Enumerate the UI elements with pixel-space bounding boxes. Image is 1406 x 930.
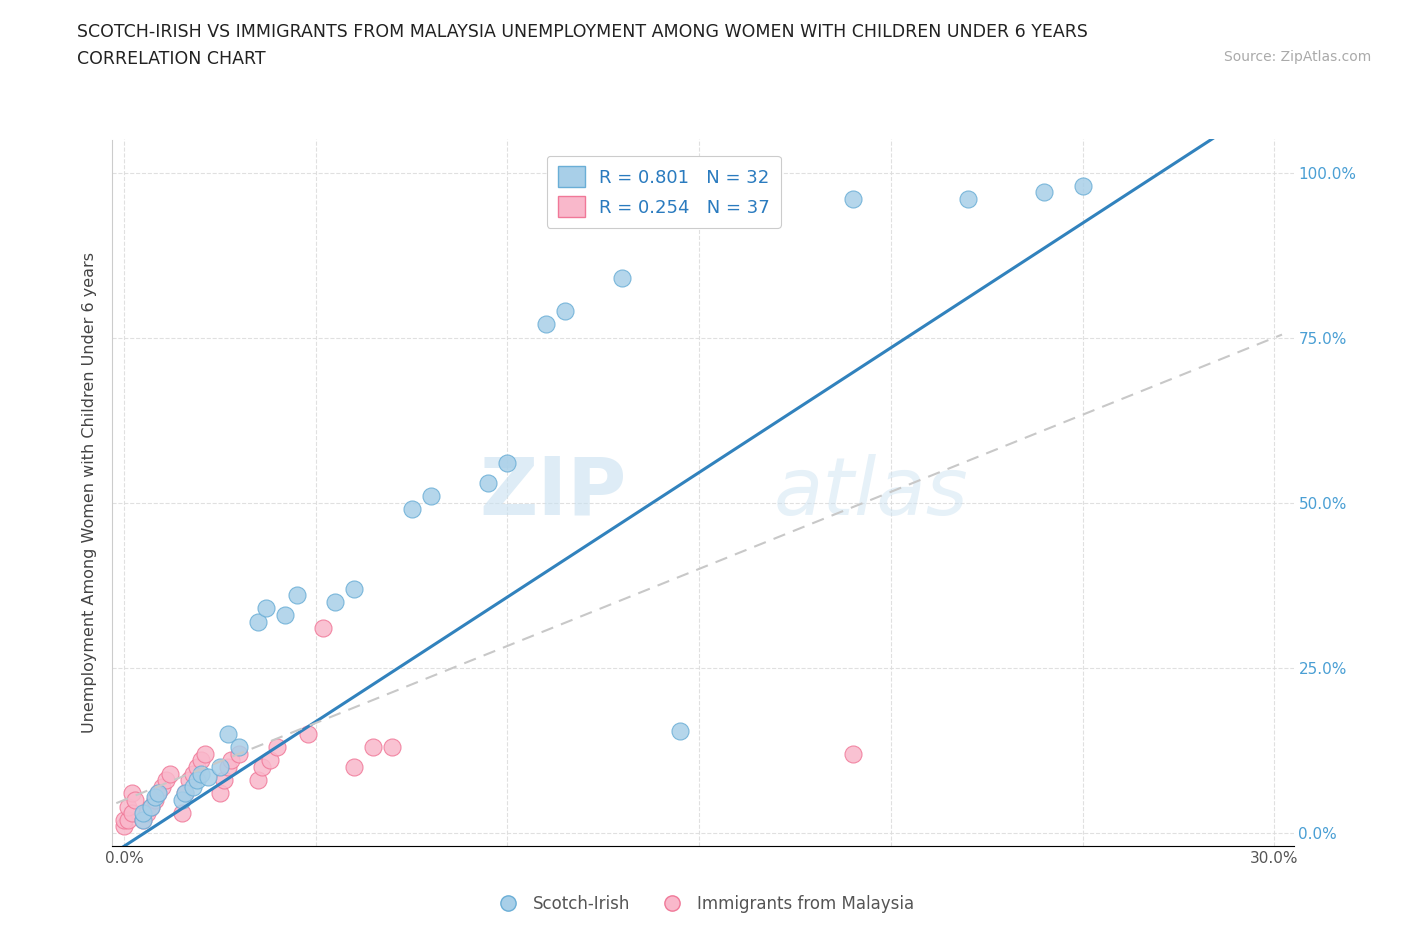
Point [186,773,208,788]
Point [190,766,212,781]
Point [612,271,634,286]
Point [197,769,219,784]
Point [117,813,139,828]
Point [193,747,215,762]
Point [496,456,519,471]
Point [124,792,146,807]
Point [221,753,243,768]
Point [297,726,319,741]
Point [669,724,692,738]
Point [136,805,159,820]
Point [250,760,273,775]
Point [181,779,204,794]
Point [247,773,270,788]
Point [139,799,162,814]
Point [174,786,197,801]
Point [148,786,170,801]
Point [323,594,346,609]
Point [259,753,281,768]
Y-axis label: Unemployment Among Women with Children Under 6 years: Unemployment Among Women with Children U… [82,252,97,734]
Text: atlas: atlas [773,454,969,532]
Point [956,192,979,206]
Point [186,760,208,775]
Point [217,726,239,741]
Text: CORRELATION CHART: CORRELATION CHART [77,50,266,68]
Point [117,799,139,814]
Text: SCOTCH-IRISH VS IMMIGRANTS FROM MALAYSIA UNEMPLOYMENT AMONG WOMEN WITH CHILDREN : SCOTCH-IRISH VS IMMIGRANTS FROM MALAYSIA… [77,23,1088,41]
Text: Source: ZipAtlas.com: Source: ZipAtlas.com [1223,50,1371,64]
Point [159,766,181,781]
Point [112,813,135,828]
Point [401,502,423,517]
Point [132,813,155,828]
Text: ZIP: ZIP [479,454,626,532]
Point [179,773,201,788]
Point [1033,185,1056,200]
Point [148,786,170,801]
Point [312,621,335,636]
Point [212,773,235,788]
Point [190,753,212,768]
Point [1071,179,1094,193]
Point [155,773,177,788]
Point [343,581,366,596]
Point [143,790,166,804]
Point [228,739,250,754]
Point [361,739,384,754]
Point [228,747,250,762]
Point [121,786,143,801]
Point [139,799,162,814]
Point [247,615,270,630]
Point [143,792,166,807]
Point [274,607,297,622]
Point [343,760,366,775]
Point [170,792,193,807]
Point [174,786,197,801]
Point [121,805,143,820]
Point [181,766,204,781]
Point [841,747,863,762]
Point [419,489,441,504]
Point [534,317,557,332]
Point [132,805,155,820]
Point [554,304,576,319]
Point [150,779,173,794]
Point [217,760,239,775]
Point [254,601,277,616]
Point [841,192,863,206]
Point [208,760,231,775]
Legend: Scotch-Irish, Immigrants from Malaysia: Scotch-Irish, Immigrants from Malaysia [485,888,921,919]
Point [208,786,231,801]
Point [132,813,155,828]
Point [381,739,404,754]
Point [170,805,193,820]
Point [266,739,288,754]
Point [112,819,135,834]
Point [477,475,499,490]
Point [285,588,308,603]
